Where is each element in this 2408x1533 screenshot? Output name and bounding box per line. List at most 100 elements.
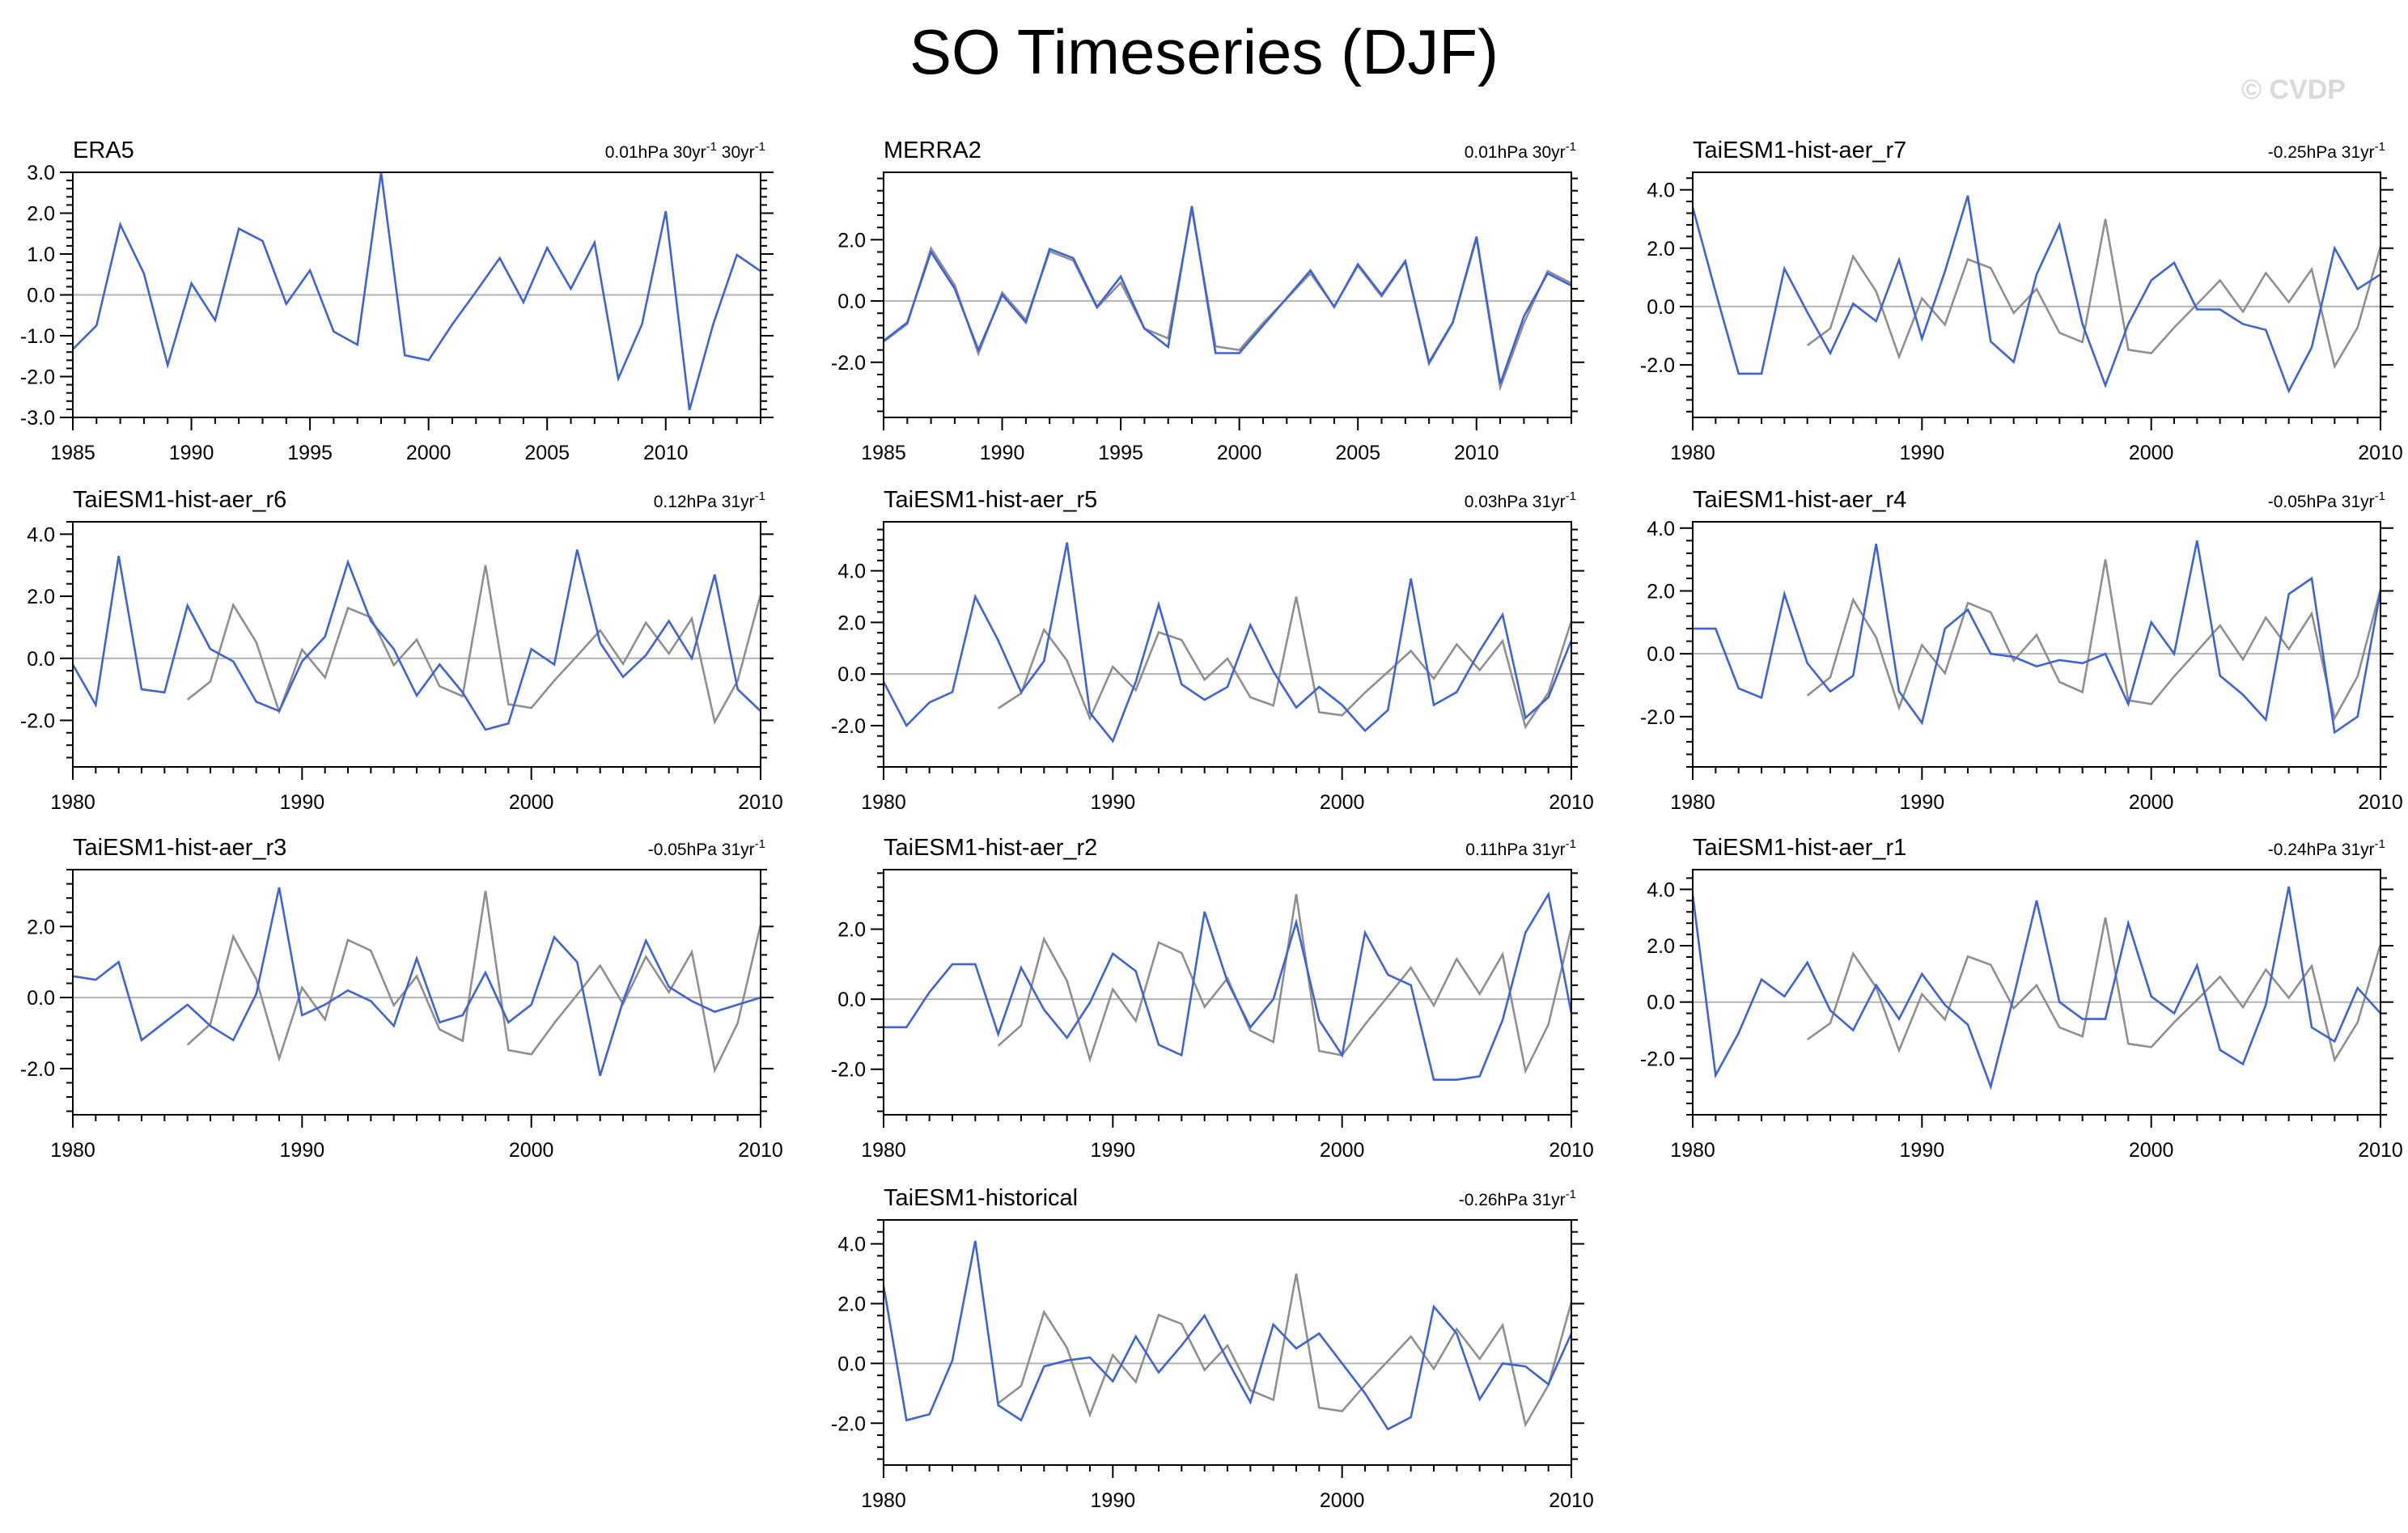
- y-tick-label: -1.0: [20, 325, 55, 348]
- x-tick-label: 1990: [1091, 1139, 1136, 1162]
- x-tick-label: 1980: [50, 791, 95, 814]
- y-tick-label: -2.0: [20, 366, 55, 389]
- y-tick-label: 2.0: [1647, 238, 1675, 260]
- series-line-model: [884, 891, 1573, 1081]
- y-tick-label: 0.0: [1647, 643, 1675, 666]
- y-tick-label: 4.0: [27, 523, 55, 546]
- x-tick-label: 2010: [738, 1139, 783, 1162]
- x-tick-label: 1990: [1900, 1139, 1945, 1162]
- x-tick-label: 1990: [169, 442, 214, 464]
- x-tick-label: 2010: [1454, 442, 1499, 464]
- series-line-observed: [997, 596, 1573, 730]
- trend-value: -0.25hPa 31yr: [2268, 143, 2375, 162]
- y-tick-label: 0.0: [27, 285, 55, 307]
- x-tick-label: 1995: [287, 442, 333, 464]
- trend-label: -0.24hPa 31yr-1: [2268, 837, 2385, 859]
- y-tick-label: 4.0: [1647, 879, 1675, 901]
- y-tick-label: 0.0: [27, 987, 55, 1010]
- series-line-model: [1691, 195, 2381, 394]
- trend-superscript: -1: [1566, 837, 1576, 851]
- plot-frame: [1692, 869, 2381, 1116]
- series-line-model: [72, 887, 761, 1077]
- y-tick-label: -2.0: [831, 352, 866, 375]
- x-tick-label: 2000: [509, 791, 554, 814]
- series-line-observed: [186, 891, 762, 1074]
- y-tick-label: 4.0: [837, 1234, 866, 1256]
- x-tick-label: 2000: [2129, 442, 2174, 464]
- trend-value: -0.05hPa 31yr: [2268, 493, 2375, 511]
- panel-taiesm1-hist-aer-r7: TaiESM1-hist-aer_r7 -0.25hPa 31yr-1 1980 19…: [1640, 138, 2403, 464]
- panel-title: TaiESM1-hist-aer_r2: [884, 835, 1097, 861]
- trend-superscript: -1: [2375, 837, 2385, 851]
- cvdp-watermark: © CVDP: [2241, 74, 2346, 105]
- trend-superscript-2: -1: [755, 140, 765, 154]
- trend-superscript: -1: [755, 837, 765, 851]
- trend-label: 0.01hPa 30yr-1 30yr-1: [605, 140, 765, 162]
- y-tick-label: 1.0: [27, 244, 55, 266]
- plot-frame: [1692, 521, 2381, 768]
- panel-title: TaiESM1-hist-aer_r7: [1693, 138, 1906, 163]
- x-tick-label: 2010: [1549, 791, 1594, 814]
- plot-frame: [883, 521, 1572, 768]
- panel-taiesm1-hist-aer-r6: TaiESM1-hist-aer_r6 0.12hPa 31yr-1 1980 199…: [20, 487, 783, 814]
- trend-label: -0.05hPa 31yr-1: [648, 837, 765, 859]
- x-tick-label: 1985: [50, 442, 95, 464]
- plot-frame: [72, 869, 761, 1116]
- y-tick-label: 2.0: [1647, 580, 1675, 603]
- y-tick-label: 3.0: [27, 162, 55, 184]
- x-tick-label: 2010: [1549, 1139, 1594, 1162]
- panel-title: TaiESM1-historical: [884, 1185, 1078, 1211]
- y-tick-label: 2.0: [837, 229, 866, 252]
- x-tick-label: 2000: [509, 1139, 554, 1162]
- y-tick-label: -2.0: [831, 1412, 866, 1435]
- panel-title: TaiESM1-hist-aer_r1: [1693, 835, 1906, 861]
- panel-taiesm1-hist-aer-r2: TaiESM1-hist-aer_r2 0.11hPa 31yr-1 1980 199…: [831, 835, 1594, 1162]
- y-tick-label: 2.0: [27, 203, 55, 226]
- x-tick-label: 1990: [1900, 442, 1945, 464]
- series-line-observed: [186, 565, 762, 726]
- x-tick-label: 2000: [1320, 791, 1365, 814]
- plot-frame: [883, 172, 1572, 418]
- trend-label: -0.25hPa 31yr-1: [2268, 140, 2385, 162]
- y-tick-label: 2.0: [837, 919, 866, 942]
- x-tick-label: 2000: [1320, 1489, 1365, 1512]
- plot-frame: [72, 521, 761, 768]
- x-tick-label: 2005: [1335, 442, 1380, 464]
- y-tick-label: -2.0: [1640, 354, 1675, 377]
- trend-superscript: -1: [1566, 140, 1576, 154]
- series-line-model: [1691, 886, 2381, 1090]
- x-tick-label: 1980: [1670, 791, 1715, 814]
- trend-label: -0.05hPa 31yr-1: [2268, 489, 2385, 511]
- x-tick-label: 2010: [643, 442, 689, 464]
- series-line-model: [882, 1240, 1573, 1431]
- panel-title: TaiESM1-hist-aer_r4: [1693, 487, 1906, 513]
- y-tick-label: 0.0: [1647, 992, 1675, 1014]
- series-line-observed: [883, 209, 1572, 392]
- y-tick-label: -3.0: [20, 407, 55, 430]
- trend-value: -0.05hPa 31yr: [648, 841, 755, 859]
- trend-label: -0.26hPa 31yr-1: [1459, 1188, 1576, 1209]
- panel-title: TaiESM1-hist-aer_r5: [884, 487, 1097, 513]
- trend-label: 0.01hPa 30yr-1: [1465, 140, 1576, 162]
- series-line-model: [1693, 540, 2382, 735]
- x-tick-label: 1995: [1098, 442, 1143, 464]
- trend-label: 0.12hPa 31yr-1: [654, 489, 765, 511]
- x-tick-label: 1985: [861, 442, 906, 464]
- y-tick-label: 0.0: [27, 648, 55, 671]
- y-tick-label: 0.0: [837, 290, 866, 313]
- x-tick-label: 1980: [1670, 1139, 1715, 1162]
- y-tick-label: 2.0: [837, 612, 866, 634]
- x-tick-label: 2000: [1217, 442, 1262, 464]
- x-tick-label: 1980: [861, 791, 906, 814]
- panel-title: TaiESM1-hist-aer_r3: [73, 835, 286, 861]
- x-tick-label: 2005: [524, 442, 570, 464]
- y-tick-label: 0.0: [837, 989, 866, 1011]
- trend-superscript: -1: [755, 489, 765, 503]
- series-line-model: [883, 205, 1572, 384]
- y-tick-label: -2.0: [831, 715, 866, 738]
- x-tick-label: 2010: [2358, 442, 2403, 464]
- y-tick-label: -2.0: [1640, 1048, 1675, 1070]
- y-tick-label: -2.0: [1640, 706, 1675, 729]
- trend-value: 0.12hPa 31yr: [654, 493, 755, 511]
- plot-frame: [1692, 172, 2381, 418]
